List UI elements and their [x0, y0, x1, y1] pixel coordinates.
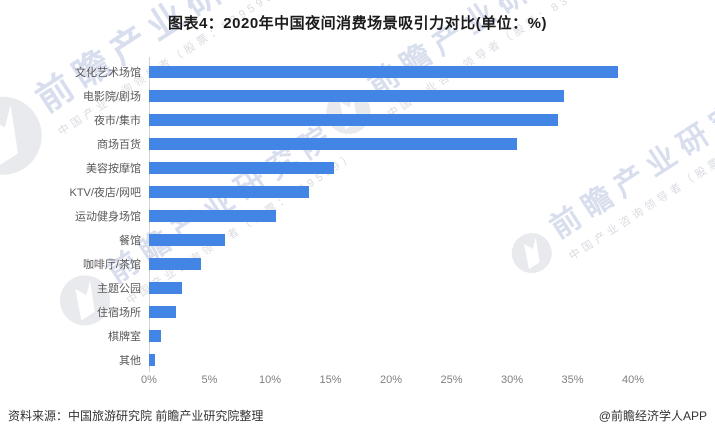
bar-track [149, 282, 715, 294]
bar-track [149, 210, 715, 222]
chart-row: KTV/夜店/网吧 [0, 180, 715, 204]
bar-track [149, 330, 715, 342]
bar [149, 114, 558, 126]
bar [149, 258, 202, 270]
bar [149, 354, 156, 366]
bar [149, 210, 277, 222]
category-label: 餐馆 [119, 235, 141, 247]
chart-row: 餐馆 [0, 228, 715, 252]
category-label: 文化艺术场馆 [75, 67, 141, 79]
bar [149, 282, 182, 294]
bar [149, 186, 309, 198]
page-title: 图表4：2020年中国夜间消费场景吸引力对比(单位：%) [167, 15, 548, 32]
credit-note: @前瞻经济学人APP [598, 409, 707, 423]
category-label: 商场百货 [97, 139, 141, 151]
x-tick-label: 30% [500, 374, 524, 386]
bar-track [149, 66, 715, 78]
bar-track [149, 258, 715, 270]
chart-row: 运动健身场馆 [0, 204, 715, 228]
bar [149, 66, 619, 78]
x-tick-label: 15% [319, 374, 342, 386]
chart-row: 夜市/集市 [0, 108, 715, 132]
category-label: 主题公园 [97, 283, 141, 295]
category-label: 咖啡厅/茶馆 [82, 259, 141, 271]
bar [149, 330, 162, 342]
x-axis: 0% 5% 10% 15% 20% 25% 30% 35% 40% [141, 374, 649, 390]
bar [149, 138, 517, 150]
bar-track [149, 234, 715, 246]
x-tick-label: 25% [440, 374, 463, 386]
category-label: 运动健身场馆 [75, 211, 141, 223]
x-tick-label: 20% [379, 374, 403, 386]
bar [149, 90, 565, 102]
chart-row: 棋牌室 [0, 324, 715, 348]
category-label: 夜市/集市 [93, 115, 141, 127]
chart-row: 电影院/剧场 [0, 84, 715, 108]
x-tick-label: 35% [561, 374, 584, 386]
x-tick-label: 10% [258, 374, 282, 386]
category-label: KTV/夜店/网吧 [69, 187, 141, 199]
chart-row: 咖啡厅/茶馆 [0, 252, 715, 276]
bar [149, 162, 335, 174]
x-tick-label: 5% [201, 374, 218, 386]
x-tick-label: 40% [621, 374, 645, 386]
bar-track [149, 354, 715, 366]
bar [149, 306, 176, 318]
x-tick-label: 0% [141, 374, 157, 386]
category-label: 电影院/剧场 [82, 91, 141, 103]
bar-track [149, 138, 715, 150]
category-label: 美容按摩馆 [86, 163, 141, 175]
category-label: 其他 [119, 355, 141, 367]
chart-row: 美容按摩馆 [0, 156, 715, 180]
chart-row: 文化艺术场馆 [0, 60, 715, 84]
category-label: 住宿场所 [97, 307, 141, 319]
chart-row: 主题公园 [0, 276, 715, 300]
bar-track [149, 90, 715, 102]
bar-track [149, 162, 715, 174]
chart-row: 其他 [0, 348, 715, 372]
bar [149, 234, 226, 246]
bar-track [149, 306, 715, 318]
category-label: 棋牌室 [108, 331, 141, 343]
chart-row: 住宿场所 [0, 300, 715, 324]
chart-row: 商场百货 [0, 132, 715, 156]
source-note: 资料来源：中国旅游研究院 前瞻产业研究院整理 [8, 409, 264, 423]
bar-chart: 文化艺术场馆电影院/剧场夜市/集市商场百货美容按摩馆 KTV/夜店/网吧 运动健身场… [0, 60, 715, 372]
bar-track [149, 114, 715, 126]
bar-track [149, 186, 715, 198]
